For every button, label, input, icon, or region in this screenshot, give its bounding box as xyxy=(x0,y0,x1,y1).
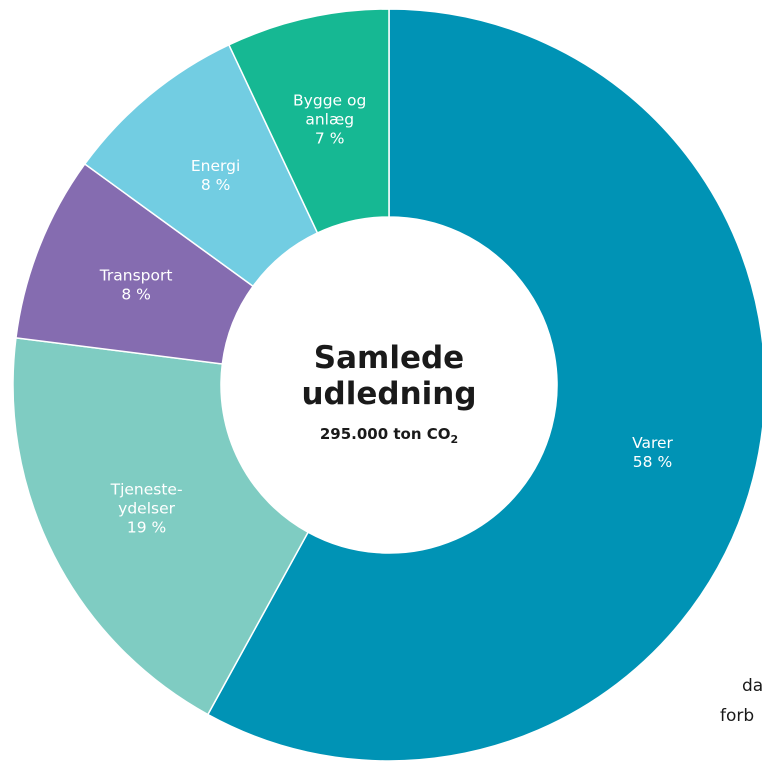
slice-label-bygge-og-anlæg-line-1: Bygge og xyxy=(293,92,366,110)
center-subtitle-subscript: 2 xyxy=(451,433,459,446)
slice-label-energi-line-1: Energi xyxy=(191,157,240,175)
slice-value-label-transport: 8 % xyxy=(121,285,151,303)
center-subtitle: 295.000 ton CO2 xyxy=(320,425,458,446)
center-title-line-2: udledning xyxy=(301,376,476,412)
center-title-line-1: Samlede xyxy=(314,340,464,376)
slice-label-bygge-og-anlæg-line-2: anlæg xyxy=(305,111,354,129)
cropped-text-line-2: forb xyxy=(720,706,755,726)
slice-label-varer-line-1: Varer xyxy=(632,434,673,452)
slice-label-tjeneste-ydelser-line-2: ydelser xyxy=(118,500,175,518)
center-label-group: Samlede udledning 295.000 ton CO2 xyxy=(301,340,476,446)
cropped-text-line-1: da xyxy=(742,676,762,696)
slice-value-label-bygge-og-anlæg: 7 % xyxy=(315,130,345,148)
slice-tjeneste-ydelser xyxy=(12,337,310,716)
slice-label-tjeneste-ydelser-line-1: Tjeneste- xyxy=(110,481,183,499)
slices-group xyxy=(12,8,762,761)
center-subtitle-text: 295.000 ton CO xyxy=(320,425,451,443)
slice-label-transport-line-1: Transport xyxy=(99,266,173,284)
slice-value-label-energi: 8 % xyxy=(201,176,231,194)
slice-bygge-og-anlæg xyxy=(227,8,390,234)
slice-value-label-varer: 58 % xyxy=(633,453,672,471)
slice-value-label-tjeneste-ydelser: 19 % xyxy=(127,519,166,537)
